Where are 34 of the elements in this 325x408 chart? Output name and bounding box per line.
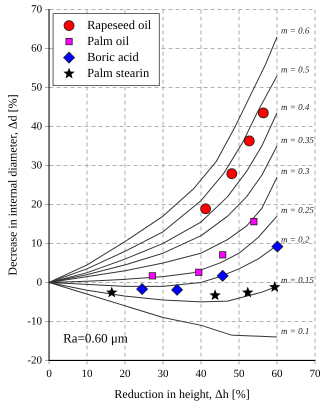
y-tick-label: 60 [31,42,43,54]
legend-label: Rapeseed oil [87,18,152,32]
series-label: m = 0.15 [281,275,314,286]
legend-label: Boric acid [87,50,140,64]
series-label: m = 0.2 [281,234,310,244]
y-tick-label: 70 [31,3,43,16]
x-tick-label: 20 [120,368,132,380]
x-tick-label: 70 [310,368,321,380]
series-label: m = 0.4 [281,102,310,112]
y-tick-label: 30 [31,159,43,172]
y-tick-label: -10 [27,315,43,328]
x-tick-label: 60 [272,368,284,380]
annotation: Ra=0.60 μm [63,330,128,346]
x-tick-label: 50 [234,368,246,380]
series-label: m = 0.5 [281,64,310,75]
x-tick-label: 0 [46,368,52,380]
series-label: m = 0.25 [281,205,314,216]
series-label: m = 0.35 [281,134,314,145]
y-tick-label: 20 [31,198,43,210]
series-label: m = 0.3 [281,166,310,176]
y-tick-label: -20 [27,354,43,366]
series-label: m = 0.1 [281,326,310,336]
y-tick-label: 40 [31,120,43,132]
x-axis-title: Reduction in height, Δh [%] [114,386,250,401]
x-tick-label: 40 [196,368,208,380]
x-tick-label: 30 [158,368,170,380]
series-label: m = 0.6 [281,26,310,36]
legend-label: Palm stearin [87,66,150,80]
y-tick-label: 0 [36,276,43,288]
x-tick-label: 10 [82,368,94,380]
y-tick-label: 10 [31,237,43,250]
legend-label: Palm oil [87,34,130,48]
y-tick-label: 50 [31,81,43,94]
y-axis-title: Decrease in internal diameter, Δd [%] [5,94,20,276]
